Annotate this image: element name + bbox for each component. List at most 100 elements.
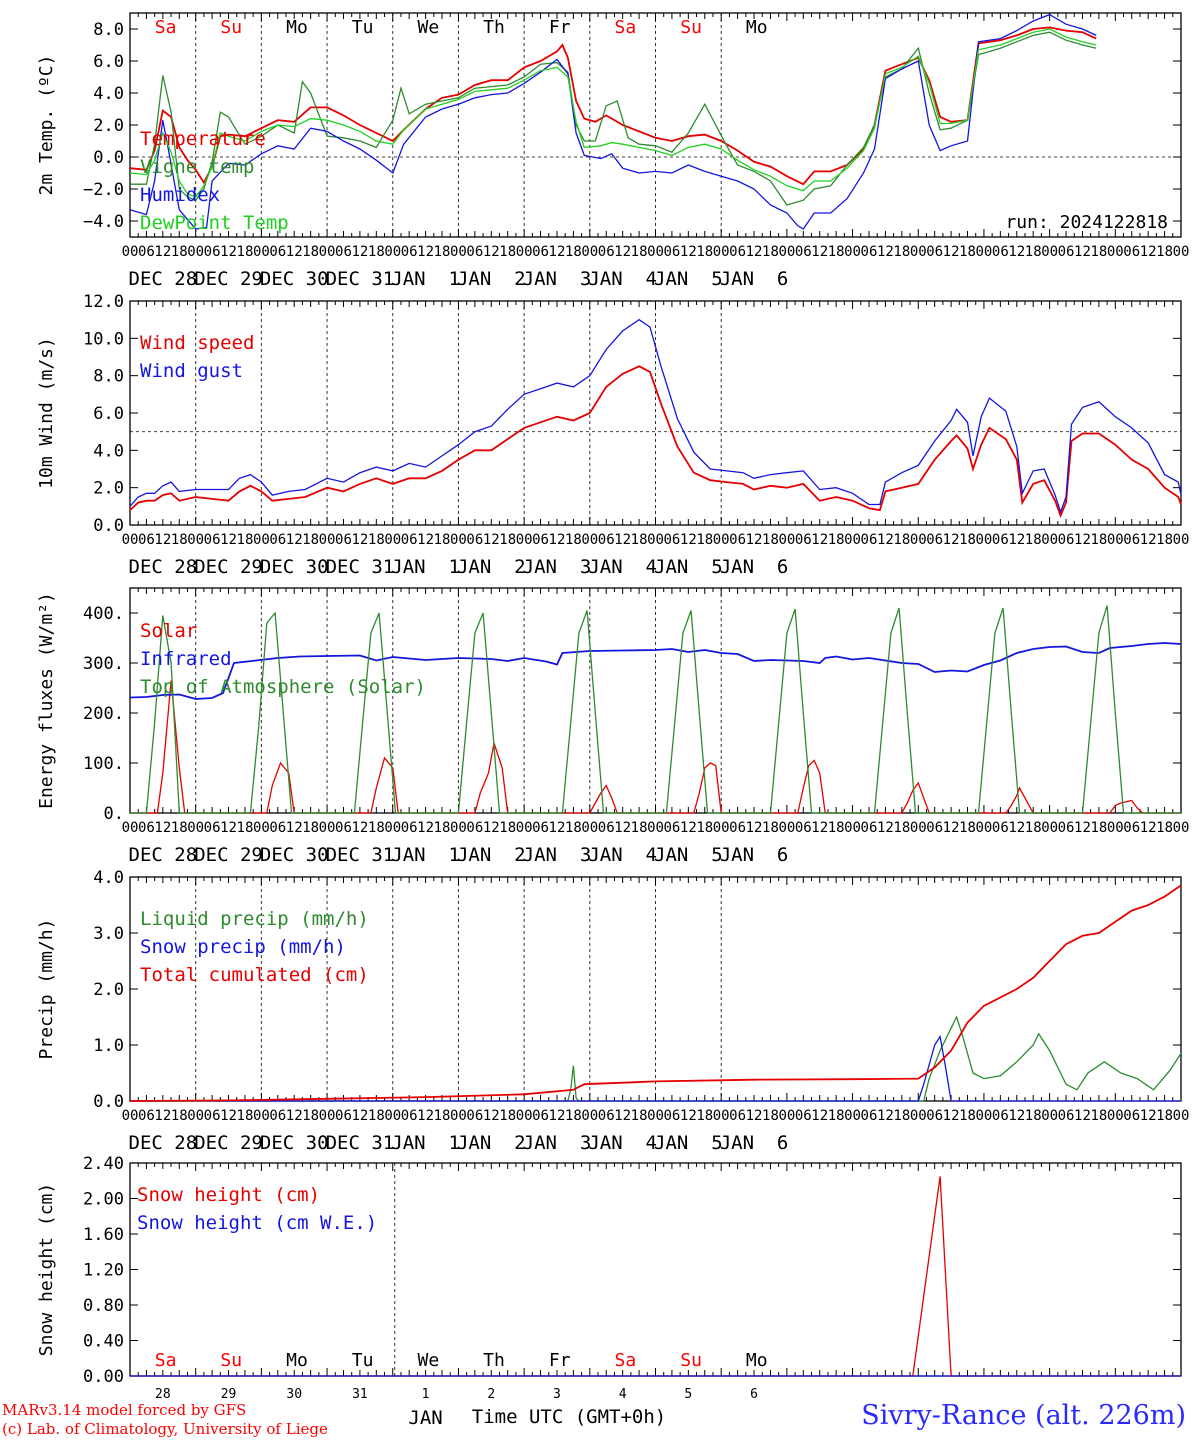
date-label: JAN 6: [720, 268, 789, 290]
hour-label: 18: [828, 1108, 845, 1124]
y-axis-title: 2m Temp. (ºC): [36, 55, 57, 196]
y-tick-label: 2.0: [93, 116, 124, 136]
hour-label: 00: [319, 244, 336, 260]
hour-label: 18: [959, 1108, 976, 1124]
hour-label: 12: [1074, 820, 1091, 836]
hour-label: 00: [844, 820, 861, 836]
hour-label: 06: [204, 244, 221, 260]
month-label: JAN: [408, 1407, 442, 1429]
hour-label: 12: [549, 244, 566, 260]
hour-label: 06: [926, 1108, 943, 1124]
y-tick-label: 4.0: [93, 441, 124, 461]
day-number: 2: [487, 1387, 495, 1402]
y-tick-label: 0.40: [83, 1332, 124, 1352]
hour-label: 00: [450, 532, 467, 548]
weekday-label: Sa: [155, 1350, 177, 1371]
hour-label: 00: [187, 1108, 204, 1124]
hour-label: 18: [893, 1108, 910, 1124]
hour-label: 00: [384, 532, 401, 548]
weekday-label: We: [417, 1350, 439, 1371]
hour-label: 00: [122, 244, 139, 260]
date-label: JAN 2: [457, 556, 526, 578]
hour-label: 12: [943, 1108, 960, 1124]
hour-label: 12: [483, 532, 500, 548]
hour-label: 12: [154, 244, 171, 260]
hour-label: 12: [483, 820, 500, 836]
hour-label: 18: [828, 532, 845, 548]
hour-label: 06: [138, 820, 155, 836]
hour-label: 06: [598, 1108, 615, 1124]
hour-label: 18: [434, 532, 451, 548]
series-line-0: [129, 26, 1097, 186]
date-label: JAN 4: [588, 556, 657, 578]
hour-label: 12: [1008, 1108, 1025, 1124]
hour-label: 06: [992, 820, 1009, 836]
hour-label: 18: [368, 244, 385, 260]
hour-label: 00: [1107, 532, 1124, 548]
hour-label: 00: [187, 244, 204, 260]
hour-label: 06: [598, 820, 615, 836]
weekday-label: Su: [680, 17, 702, 38]
panel-3: 0. 100. 200. 300. 400. Energy fluxes (W/m²) So…: [36, 587, 1189, 866]
day-number: 28: [155, 1387, 171, 1402]
hour-label: 00: [910, 244, 927, 260]
hour-label: 12: [417, 820, 434, 836]
day-number: 1: [422, 1387, 430, 1402]
day-number: 3: [553, 1387, 561, 1402]
hour-label: 00: [910, 820, 927, 836]
hour-label: 06: [466, 820, 483, 836]
hour-label: 00: [253, 820, 270, 836]
day-number: 29: [221, 1387, 237, 1402]
hour-label: 12: [286, 532, 303, 548]
weekday-label: Mo: [286, 17, 308, 38]
hour-label: 12: [811, 532, 828, 548]
credit-model: MARv3.14 model forced by GFS: [2, 1401, 247, 1419]
hour-label: 00: [1041, 244, 1058, 260]
date-label: JAN 2: [457, 844, 526, 866]
hour-label: 06: [269, 820, 286, 836]
hour-label: 18: [762, 244, 779, 260]
hour-label: 06: [663, 1108, 680, 1124]
hour-label: 12: [877, 1108, 894, 1124]
hour-label: 12: [614, 820, 631, 836]
hour-label: 06: [138, 244, 155, 260]
hour-label: 00: [319, 1108, 336, 1124]
hour-label: 06: [335, 1108, 352, 1124]
hour-label: 00: [778, 1108, 795, 1124]
day-number: 6: [750, 1387, 758, 1402]
hour-label: 06: [729, 820, 746, 836]
weekday-label: Su: [680, 1350, 702, 1371]
hour-label: 18: [1090, 820, 1107, 836]
y-tick-label: −2.0: [83, 180, 124, 200]
hour-label: 18: [499, 820, 516, 836]
hour-label: 18: [368, 1108, 385, 1124]
hour-label: 12: [746, 244, 763, 260]
hour-label: 00: [713, 1108, 730, 1124]
hour-label: 18: [171, 820, 188, 836]
date-label: JAN 5: [654, 556, 723, 578]
hour-label: 12: [877, 532, 894, 548]
hour-label: 18: [1090, 532, 1107, 548]
legend-entry: Snow height (cm): [137, 1184, 320, 1206]
hour-label: 12: [220, 820, 237, 836]
hour-label: 18: [302, 244, 319, 260]
hour-label: 00: [319, 532, 336, 548]
y-tick-label: 4.0: [93, 84, 124, 104]
hour-label: 18: [302, 532, 319, 548]
hour-label: 00: [253, 244, 270, 260]
hour-label: 18: [565, 532, 582, 548]
hour-label: 06: [204, 820, 221, 836]
y-tick-label: 6.0: [93, 52, 124, 72]
hour-label: 06: [729, 1108, 746, 1124]
hour-label: 18: [171, 244, 188, 260]
y-tick-label: −4.0: [83, 212, 124, 232]
hour-label: 06: [795, 1108, 812, 1124]
y-tick-label: 0.0: [93, 1092, 124, 1112]
hour-label: 12: [943, 820, 960, 836]
hour-label: 18: [631, 532, 648, 548]
hour-label: 06: [861, 244, 878, 260]
hour-label: 18: [565, 820, 582, 836]
hour-label: 18: [631, 820, 648, 836]
hour-label: 12: [1074, 532, 1091, 548]
hour-label: 18: [1025, 244, 1042, 260]
